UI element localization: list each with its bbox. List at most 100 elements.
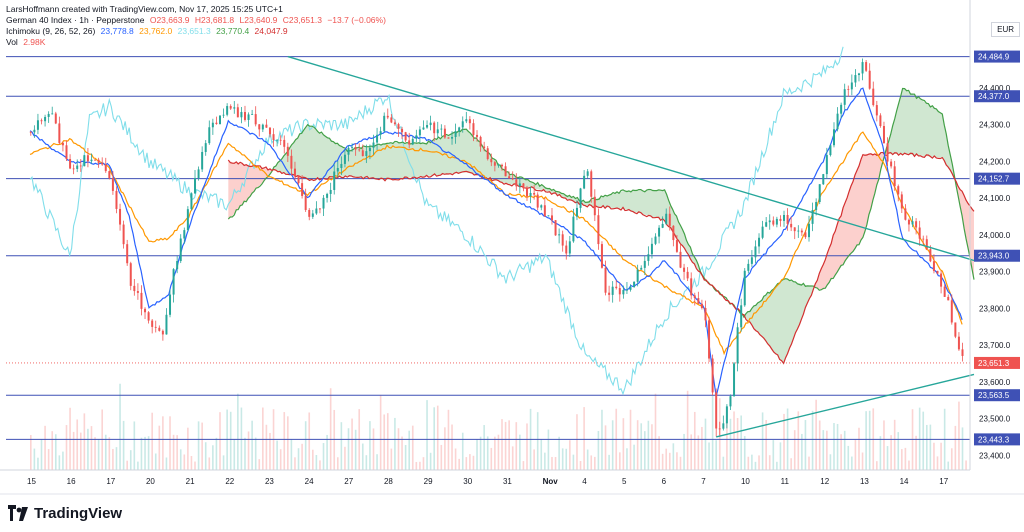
volume-bar	[540, 439, 543, 470]
volume-bar	[668, 452, 671, 470]
candle-body	[572, 216, 575, 242]
volume-bar	[169, 416, 171, 470]
candle-body	[832, 129, 835, 146]
volume-bar	[401, 436, 403, 470]
candle-body	[440, 128, 443, 130]
volume-bar	[122, 420, 125, 470]
candle-body	[672, 225, 675, 241]
candle-body	[861, 62, 864, 74]
candle-body	[865, 62, 868, 71]
candle-body	[218, 115, 221, 125]
candle-body	[593, 196, 596, 216]
volume-bar	[94, 437, 96, 470]
volume-bar	[711, 395, 714, 470]
volume-bar	[179, 449, 182, 470]
y-tick-label: 24,100.0	[979, 194, 1011, 203]
volume-bar	[579, 461, 582, 470]
volume-bar	[386, 413, 389, 470]
volume-bar	[950, 448, 953, 470]
ichimoku-v4: 23,770.4	[216, 26, 250, 36]
volume-bar	[918, 407, 921, 470]
volume-bar	[215, 437, 218, 470]
candle-body	[229, 106, 232, 109]
volume-bar	[440, 444, 443, 470]
candle-body	[936, 270, 939, 274]
currency-button[interactable]: EUR	[991, 22, 1020, 37]
volume-bar	[686, 390, 689, 470]
volume-bar	[672, 443, 675, 470]
candle-body	[786, 214, 789, 224]
candle-body	[197, 169, 200, 178]
ichimoku-line: Ichimoku (9, 26, 52, 26) 23,778.8 23,762…	[6, 26, 291, 36]
volume-bar	[879, 436, 882, 470]
volume-bar	[740, 415, 742, 470]
volume-bar	[326, 434, 328, 470]
candle-body	[83, 155, 86, 167]
volume-bar	[129, 450, 132, 470]
candle-body	[286, 146, 289, 156]
candle-body	[872, 88, 875, 106]
volume-bar	[308, 412, 311, 470]
volume-bar	[754, 461, 757, 470]
volume-bar	[287, 416, 289, 470]
volume-bar	[347, 428, 350, 470]
volume-bar	[619, 452, 621, 470]
candle-body	[779, 218, 782, 221]
volume-bar	[133, 421, 136, 470]
volume-bar	[194, 461, 196, 470]
candle-body	[333, 171, 336, 190]
candle-body	[829, 145, 832, 156]
volume-bar	[104, 434, 107, 470]
candle-body	[422, 127, 425, 130]
volume-bar	[54, 434, 57, 470]
volume-bar	[240, 407, 243, 470]
volume-bar	[622, 418, 625, 470]
x-tick-label: 15	[27, 477, 36, 486]
volume-bar	[729, 418, 732, 470]
volume-bar	[51, 431, 54, 470]
candle-body	[379, 131, 382, 135]
axes: 23,400.0 23,500.0 23,600.0 23,700.0 23,800.0…	[0, 0, 1024, 495]
volume-bar	[244, 437, 246, 470]
candle-body	[161, 330, 164, 335]
candle-body	[65, 145, 68, 160]
volume-bar	[187, 427, 189, 470]
candle-body	[840, 104, 843, 114]
volume-bar	[551, 456, 553, 470]
candle-body	[272, 134, 275, 141]
candle-body	[154, 326, 157, 328]
candle-body	[376, 134, 379, 143]
volume-bar	[826, 430, 828, 470]
volume-bar	[394, 417, 396, 470]
volume-bar	[858, 427, 860, 470]
volume-bar	[793, 430, 796, 470]
volume-bar	[583, 407, 585, 470]
volume-bar	[954, 425, 957, 470]
volume-bar	[683, 433, 685, 470]
candle-body	[401, 128, 404, 133]
candle-body	[915, 221, 918, 228]
candle-body	[111, 177, 114, 191]
volume-bar	[886, 446, 889, 470]
candle-body	[61, 142, 64, 146]
candle-body	[247, 114, 250, 120]
volume-bar	[62, 451, 64, 470]
candle-body	[29, 131, 32, 133]
volume-bar	[658, 436, 660, 470]
candle-body	[122, 224, 125, 245]
volume-bar	[204, 442, 207, 470]
candle-body	[525, 188, 528, 197]
volume-bar	[901, 449, 903, 470]
candle-body	[957, 336, 960, 350]
candle-body	[811, 210, 814, 224]
candle-body	[472, 123, 475, 135]
x-tick-label: 28	[384, 477, 393, 486]
volume-bar	[572, 454, 575, 470]
candle-body	[793, 227, 796, 232]
candle-body	[654, 236, 657, 244]
volume-bar	[693, 411, 696, 470]
volume-bar	[58, 455, 61, 470]
volume-bar	[279, 449, 282, 470]
candle-body	[540, 205, 543, 208]
